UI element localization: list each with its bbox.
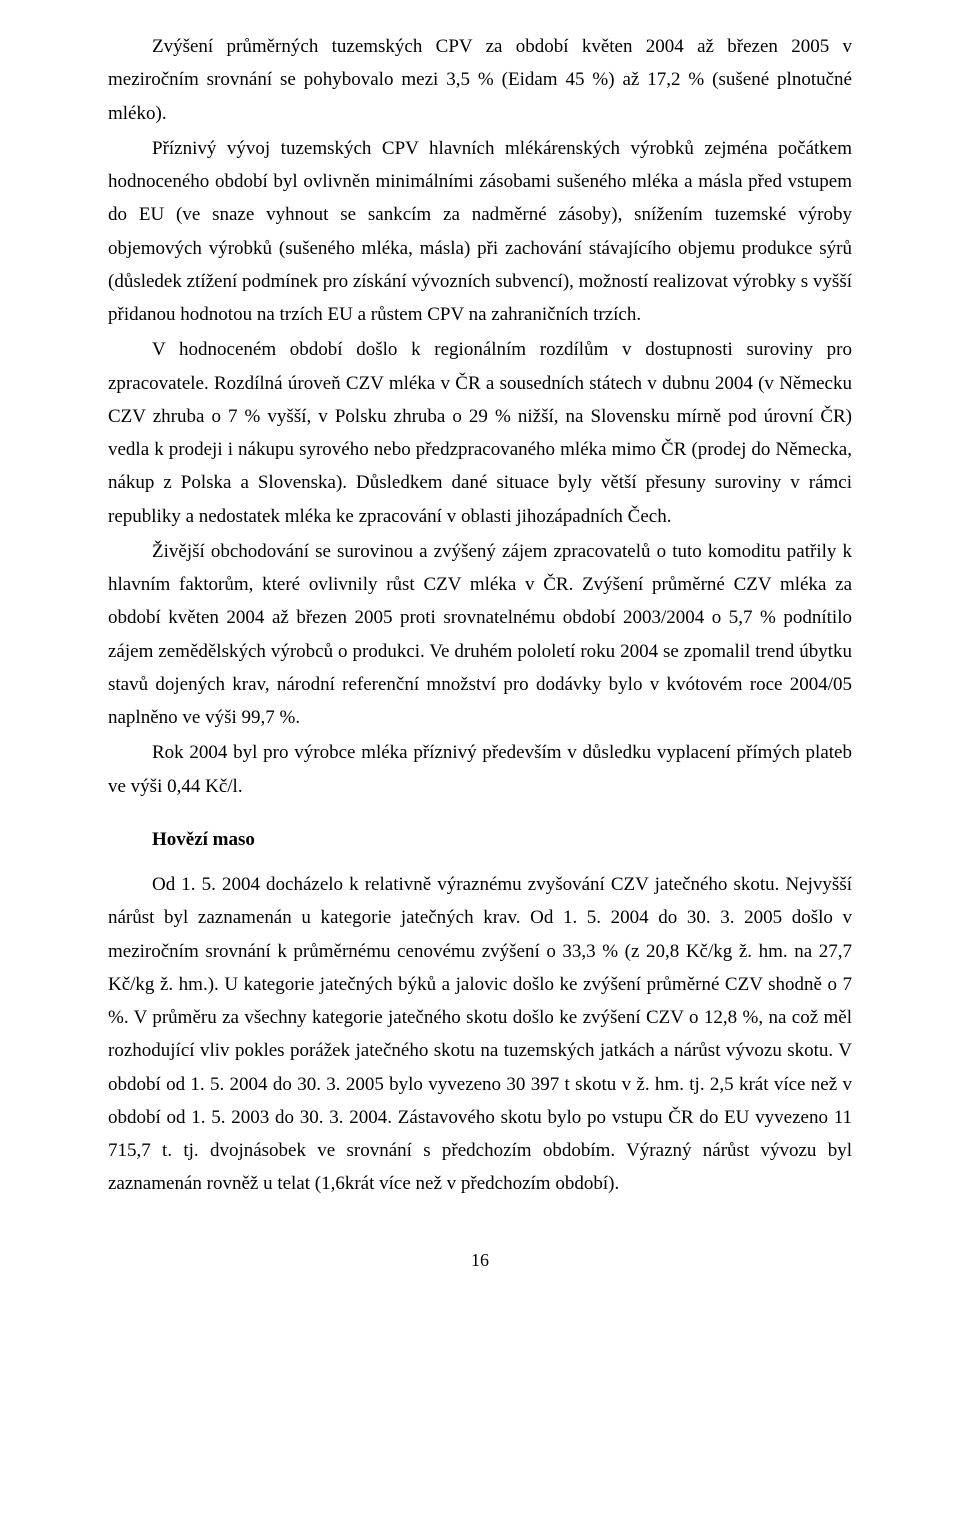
paragraph-6: Od 1. 5. 2004 docházelo k relativně výra… bbox=[108, 868, 852, 1201]
document-page: Zvýšení průměrných tuzemských CPV za obd… bbox=[0, 0, 960, 1529]
paragraph-4: Živější obchodování se surovinou a zvýše… bbox=[108, 535, 852, 735]
paragraph-5: Rok 2004 byl pro výrobce mléka příznivý … bbox=[108, 736, 852, 803]
page-number: 16 bbox=[108, 1245, 852, 1277]
section-heading-hovezi-maso: Hovězí maso bbox=[108, 823, 852, 856]
paragraph-3: V hodnoceném období došlo k regionálním … bbox=[108, 333, 852, 533]
paragraph-1: Zvýšení průměrných tuzemských CPV za obd… bbox=[108, 30, 852, 130]
paragraph-2: Příznivý vývoj tuzemských CPV hlavních m… bbox=[108, 132, 852, 332]
